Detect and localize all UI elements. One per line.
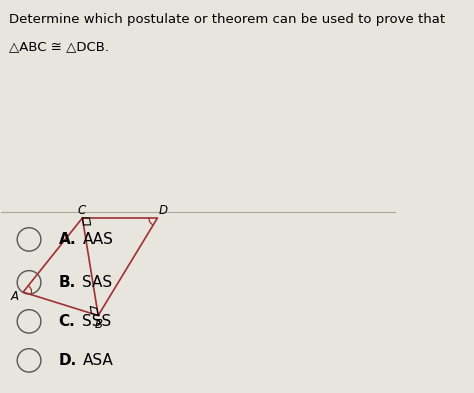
Text: D: D: [159, 204, 168, 217]
Text: B: B: [94, 318, 102, 331]
Text: △ABC ≅ △DCB.: △ABC ≅ △DCB.: [9, 40, 109, 53]
Text: Determine which postulate or theorem can be used to prove that: Determine which postulate or theorem can…: [9, 13, 446, 26]
Text: D.: D.: [59, 353, 77, 368]
Text: A.: A.: [59, 232, 76, 247]
Text: SAS: SAS: [82, 275, 112, 290]
Text: AAS: AAS: [82, 232, 113, 247]
Text: A: A: [10, 290, 18, 303]
Text: SSS: SSS: [82, 314, 112, 329]
Text: ASA: ASA: [82, 353, 113, 368]
Text: B.: B.: [59, 275, 76, 290]
Text: C.: C.: [59, 314, 75, 329]
Text: C: C: [77, 204, 86, 217]
